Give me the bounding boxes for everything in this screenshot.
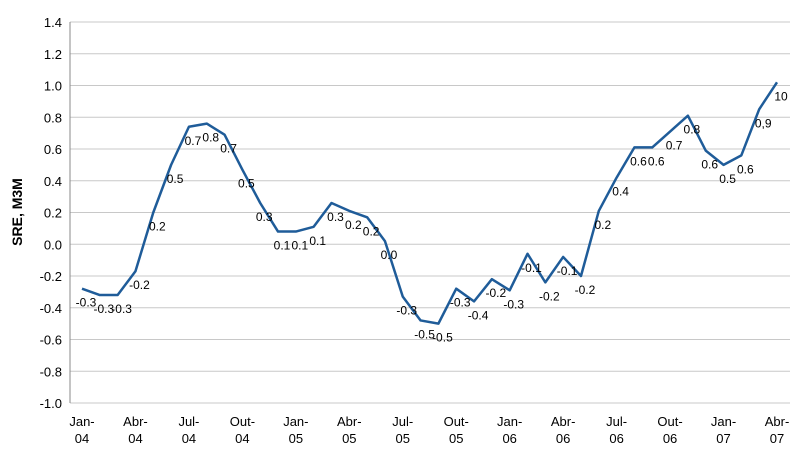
data-label: -0.2 [575, 283, 596, 297]
data-label: 0.6 [648, 154, 665, 168]
data-label: 0.2 [594, 218, 611, 232]
data-label: 0.6 [630, 154, 647, 168]
data-label: 0.5 [238, 177, 255, 191]
data-label: 0.8 [202, 131, 219, 145]
data-label: -0.1 [521, 261, 542, 275]
data-label: 0.6 [737, 162, 754, 176]
data-label: 10 [774, 89, 788, 103]
y-tick-label: 1.0 [44, 79, 62, 94]
x-tick-label: Out-06 [657, 414, 682, 446]
data-label: -0.3 [93, 302, 114, 316]
x-tick-label: Out-04 [230, 414, 255, 446]
data-label: 0.6 [701, 158, 718, 172]
x-tick-label: Jul-04 [178, 414, 199, 446]
x-tick-label: Abr-06 [551, 414, 576, 446]
data-label: 0.1 [292, 239, 309, 253]
y-tick-label: -0.4 [40, 301, 62, 316]
data-label: 0.7 [220, 142, 237, 156]
y-tick-label: 0.2 [44, 206, 62, 221]
x-tick-label: Out-05 [444, 414, 469, 446]
y-tick-label: 0.0 [44, 237, 62, 252]
data-label: -0.4 [468, 308, 489, 322]
data-label: 0.1 [309, 234, 326, 248]
y-axis-label: SRE, M3M [9, 178, 25, 246]
data-label: -0.3 [396, 304, 417, 318]
data-label: -0.3 [111, 302, 132, 316]
data-label: 0.7 [666, 139, 683, 153]
data-label: 0.8 [684, 123, 701, 137]
data-label: -0.3 [503, 297, 524, 311]
x-tick-label: Abr-05 [337, 414, 362, 446]
data-label: 0.4 [612, 185, 629, 199]
data-line [81, 81, 779, 325]
data-label: 0.3 [327, 210, 344, 224]
data-label: -0.2 [129, 278, 150, 292]
y-tick-label: -0.6 [40, 333, 62, 348]
data-label: 0.3 [256, 210, 273, 224]
y-tick-label: 0.6 [44, 142, 62, 157]
data-label: 0.2 [149, 220, 166, 234]
x-tick-label: Abr-04 [123, 414, 148, 446]
y-tick-label: -0.2 [40, 269, 62, 284]
data-label: 0.2 [363, 224, 380, 238]
data-label: 0.5 [167, 172, 184, 186]
y-tick-label: 0.4 [44, 174, 62, 189]
data-label: 0.2 [345, 218, 362, 232]
x-tick-label: Jan-06 [497, 414, 522, 446]
x-tick-label: Jan-07 [711, 414, 736, 446]
y-tick-label: 1.4 [44, 15, 62, 30]
data-label: 0.0 [381, 248, 398, 262]
x-tick-label: Jan-05 [283, 414, 308, 446]
x-tick-label: Jul-05 [392, 414, 413, 446]
data-label: -0.2 [486, 286, 507, 300]
data-label: -0.3 [450, 296, 471, 310]
data-label: -0.5 [432, 331, 453, 345]
data-label: 0,9 [755, 116, 772, 130]
data-label: -0.1 [557, 264, 578, 278]
data-label: -0.2 [539, 289, 560, 303]
y-tick-label: 1.2 [44, 47, 62, 62]
data-label: -0.3 [76, 296, 97, 310]
data-label: -0.5 [414, 327, 435, 341]
data-label: 0.7 [185, 134, 202, 148]
x-tick-label: Abr-07 [765, 414, 790, 446]
y-tick-label: -0.8 [40, 364, 62, 379]
y-tick-label: -1.0 [40, 396, 62, 411]
data-label: 0.1 [274, 239, 291, 253]
x-tick-label: Jan-04 [69, 414, 94, 446]
data-label: 0.5 [719, 172, 736, 186]
y-tick-label: 0.8 [44, 110, 62, 125]
x-tick-label: Jul-06 [606, 414, 627, 446]
